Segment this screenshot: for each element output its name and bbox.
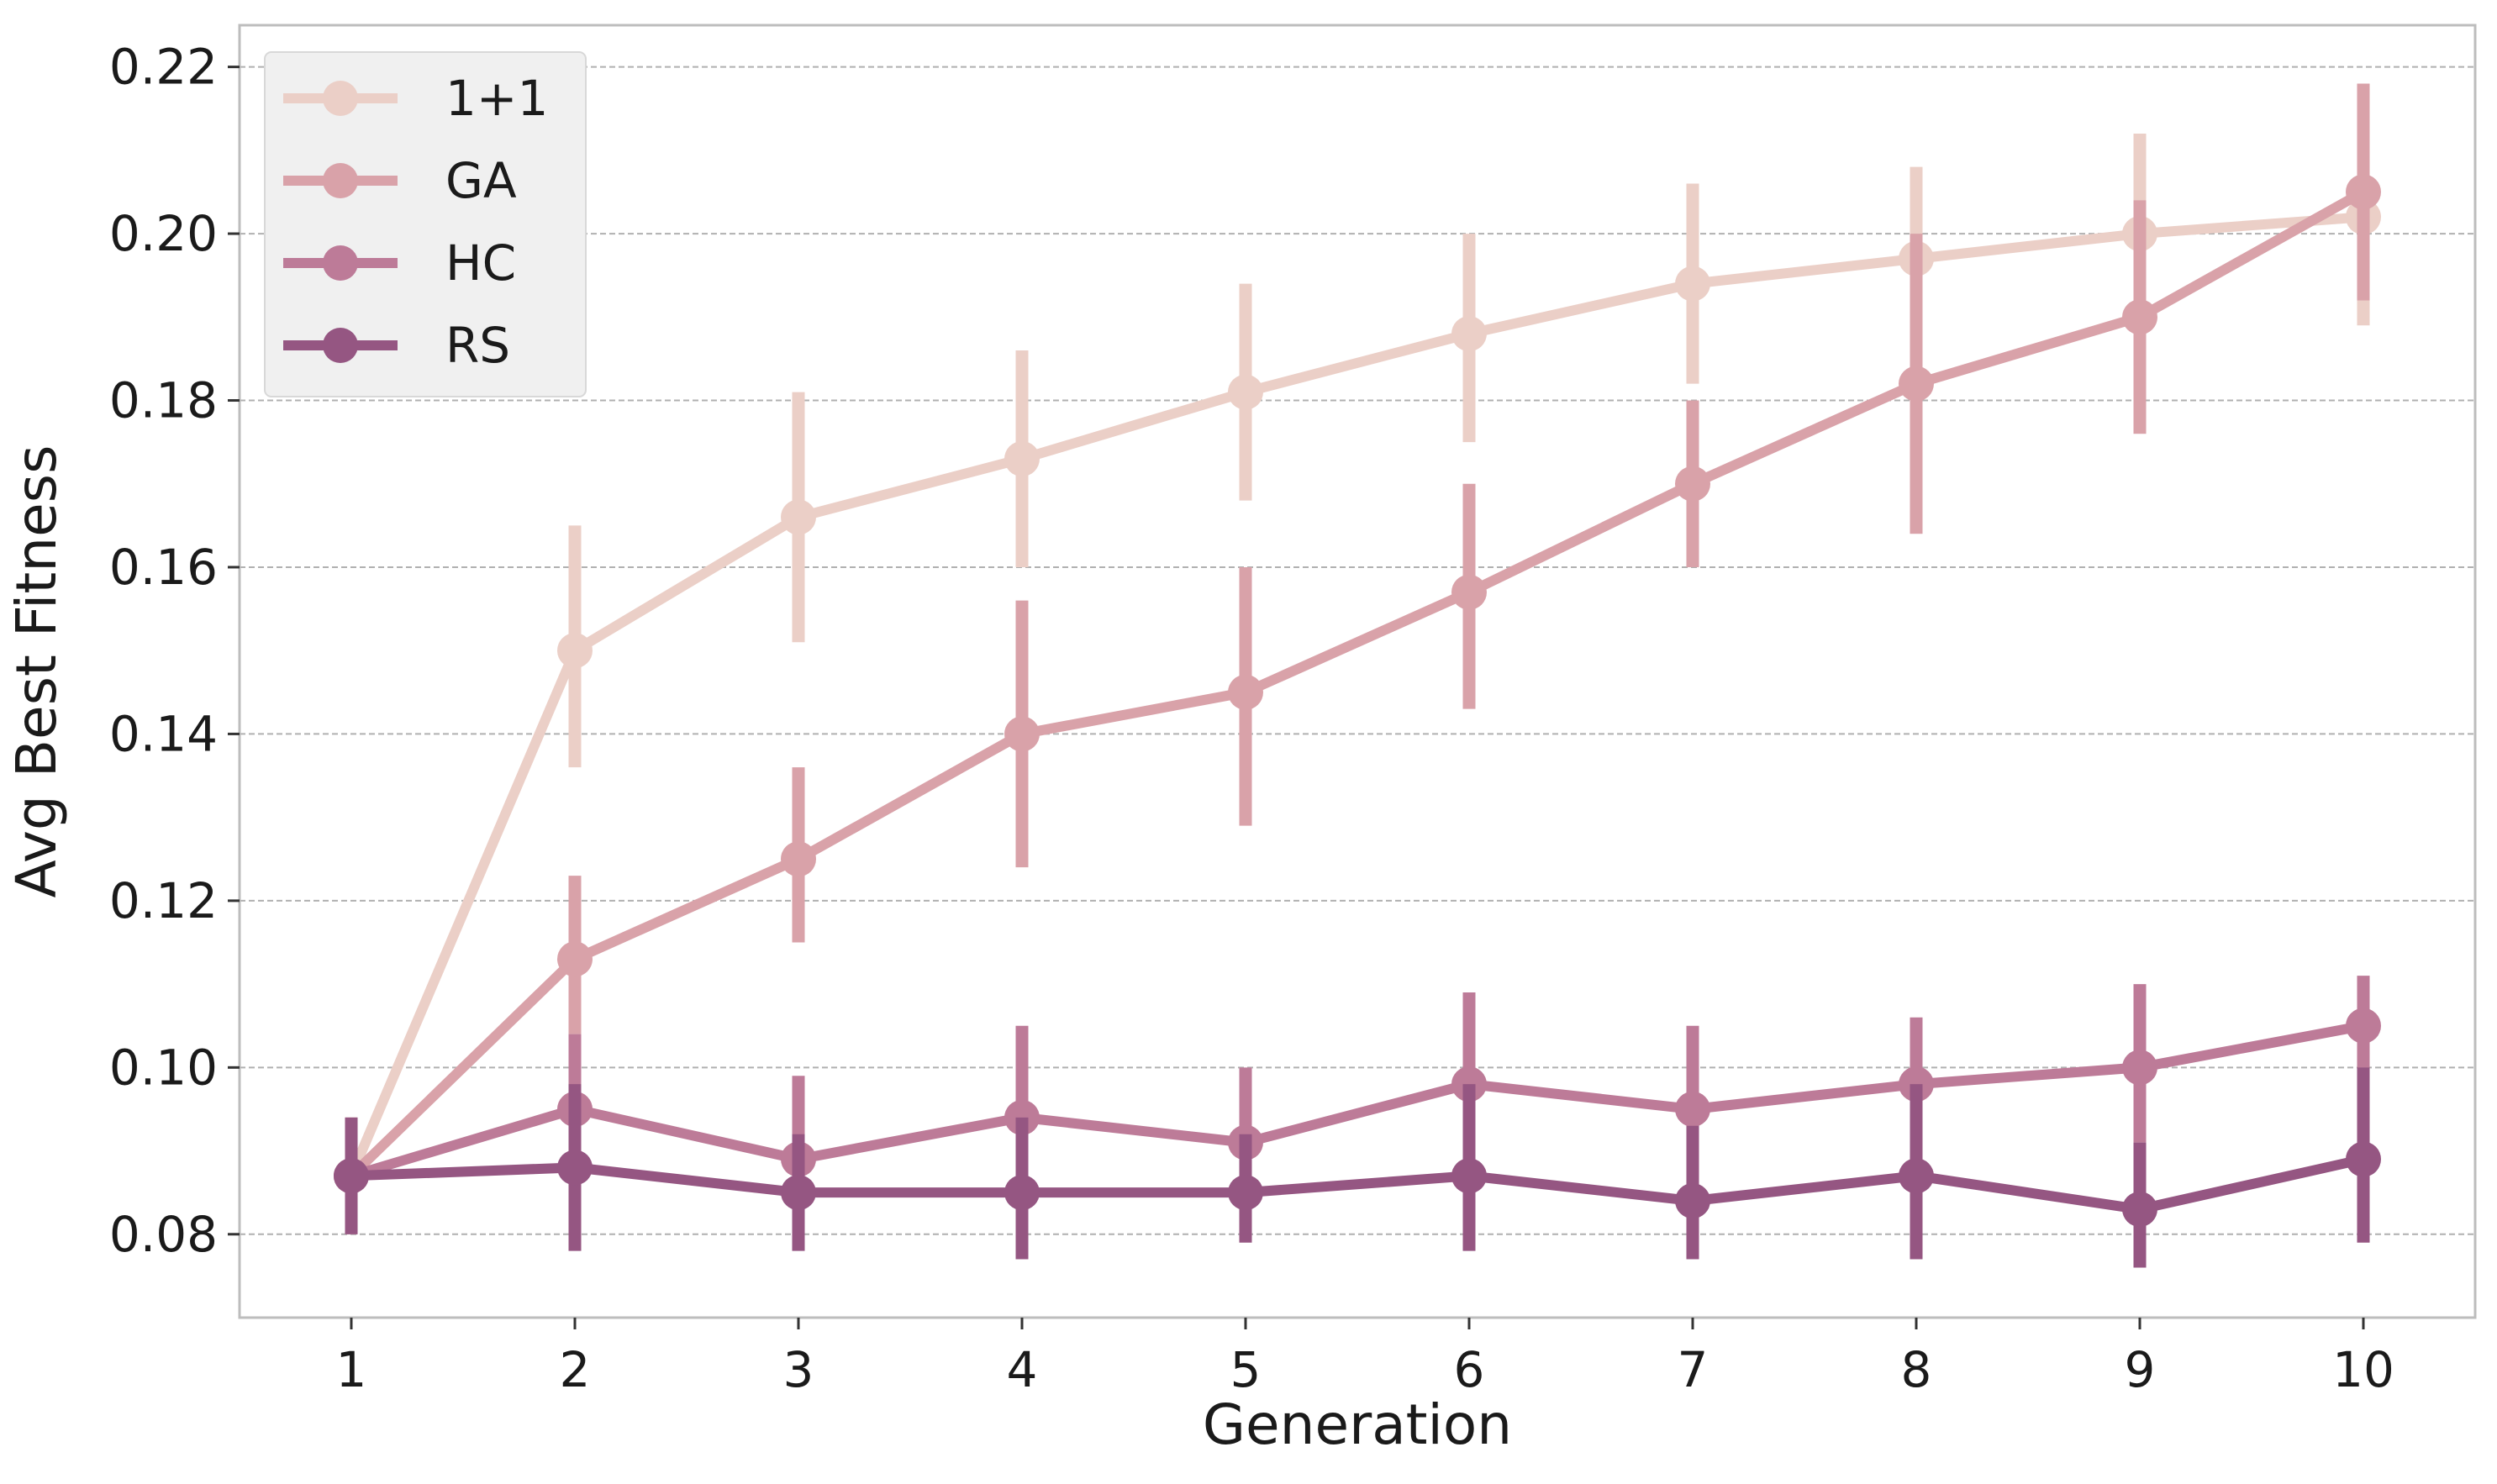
y-tick-label: 0.20	[109, 205, 218, 262]
x-tick-label: 9	[2125, 1341, 2156, 1398]
data-point	[1899, 1158, 1934, 1194]
plot-frame	[238, 24, 2477, 1319]
y-tick-label: 0.10	[109, 1039, 218, 1096]
series-layer	[334, 83, 2381, 1268]
series-line	[350, 1020, 2365, 1181]
legend-swatch-marker	[323, 245, 358, 281]
legend-label: RS	[445, 317, 510, 374]
series-GA	[334, 83, 2381, 1234]
data-point	[2346, 1141, 2381, 1177]
data-point	[1675, 1091, 1710, 1127]
data-point	[1675, 266, 1710, 302]
y-tick-label: 0.22	[109, 39, 218, 96]
x-tick-label: 1	[336, 1341, 367, 1398]
legend-box	[264, 51, 587, 397]
data-point	[557, 633, 593, 669]
legend: 1+1 GA HC RS	[264, 51, 587, 397]
legend-item: HC	[283, 234, 516, 292]
y-axis-label: Avg Best Fitness	[4, 445, 69, 898]
x-tick-label: 2	[560, 1341, 591, 1398]
data-point	[781, 499, 816, 535]
data-point	[1675, 466, 1710, 502]
data-point	[557, 1150, 593, 1186]
x-tick-label: 3	[783, 1341, 814, 1398]
x-tick-label: 8	[1901, 1341, 1932, 1398]
x-tick-label: 4	[1007, 1341, 1038, 1398]
legend-item: 1+1	[283, 70, 548, 127]
data-point	[557, 941, 593, 977]
series-line	[347, 187, 2366, 1180]
legend-swatch-marker	[323, 163, 358, 198]
series-1+1	[334, 108, 2381, 1234]
data-point	[1675, 1183, 1710, 1219]
legend-label: GA	[445, 152, 517, 209]
x-tick-label: 5	[1230, 1341, 1262, 1398]
legend-item: GA	[283, 152, 517, 209]
data-point	[2122, 1192, 2157, 1228]
x-axis-label: Generation	[1203, 1392, 1512, 1457]
data-point	[1228, 1175, 1263, 1211]
y-tick-label: 0.18	[109, 372, 218, 429]
data-point	[1899, 366, 1934, 402]
data-point	[1228, 374, 1263, 410]
x-tick-label: 10	[2332, 1341, 2394, 1398]
legend-swatch-marker	[323, 81, 358, 116]
data-point	[1004, 440, 1040, 476]
data-point	[1004, 716, 1040, 752]
data-point	[1228, 674, 1263, 710]
data-point	[2122, 299, 2157, 335]
y-tick-label: 0.16	[109, 539, 218, 596]
data-point	[2122, 1050, 2157, 1086]
x-tick-label: 7	[1678, 1341, 1709, 1398]
x-axis-ticks: 1 2 3 4 5 6 7 8 9 10	[336, 1318, 2394, 1398]
series-line	[346, 212, 2364, 1178]
legend-item: RS	[283, 317, 510, 374]
data-point	[1004, 1175, 1040, 1211]
data-point	[2346, 1008, 2381, 1044]
data-point	[781, 841, 816, 877]
y-tick-label: 0.08	[109, 1206, 218, 1263]
data-point	[1451, 316, 1487, 352]
y-axis-ticks: 0.08 0.10 0.12 0.14 0.16 0.18 0.20 0.22	[109, 39, 240, 1263]
data-point	[1451, 1158, 1487, 1194]
y-tick-label: 0.12	[109, 872, 218, 929]
y-tick-label: 0.14	[109, 705, 218, 762]
legend-swatch-marker	[323, 328, 358, 363]
data-point	[781, 1175, 816, 1211]
legend-label: 1+1	[445, 70, 548, 127]
data-point	[1451, 574, 1487, 610]
series-RS	[334, 1067, 2381, 1268]
data-point	[2346, 174, 2381, 210]
series-line	[350, 1154, 2365, 1215]
x-tick-label: 6	[1454, 1341, 1485, 1398]
legend-label: HC	[445, 234, 516, 292]
data-point	[334, 1158, 369, 1194]
